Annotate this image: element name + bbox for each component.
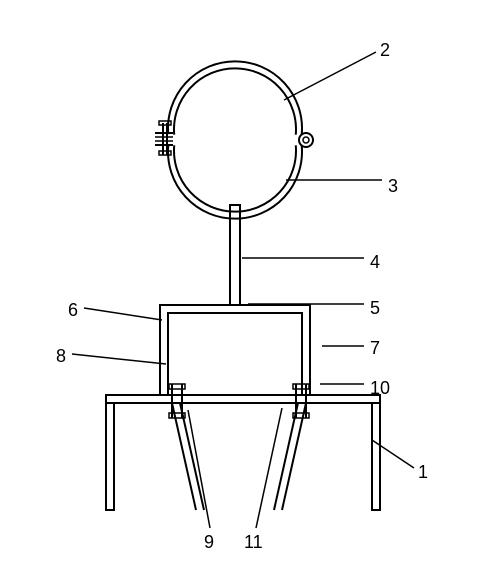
callout-label-1: 1	[418, 462, 428, 483]
callout-label-10: 10	[370, 378, 390, 399]
callout-label-3: 3	[388, 176, 398, 197]
callout-label-2: 2	[380, 40, 390, 61]
callout-label-11: 11	[244, 532, 263, 553]
callout-label-5: 5	[370, 298, 380, 319]
callout-label-8: 8	[56, 346, 66, 367]
technical-diagram	[0, 0, 500, 572]
callout-label-4: 4	[370, 252, 380, 273]
callout-label-7: 7	[370, 338, 380, 359]
callout-label-9: 9	[204, 532, 214, 553]
callout-label-6: 6	[68, 300, 78, 321]
